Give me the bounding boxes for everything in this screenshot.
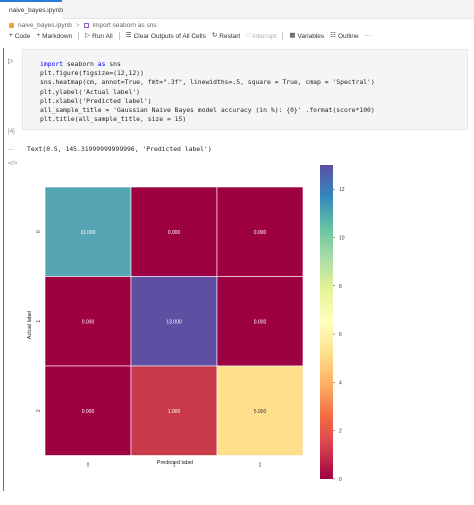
- colorbar-tick-label: 10: [339, 235, 345, 241]
- x-tick-label: 1: [173, 463, 176, 469]
- heatmap-cell: [130, 186, 218, 277]
- toolbar-divider: [282, 32, 284, 40]
- outline-label: Outline: [338, 32, 359, 40]
- heatmap-cell: [216, 186, 304, 277]
- code-line: plt.xlabel('Predicted label'): [40, 96, 152, 105]
- y-tick-label: 2: [36, 409, 42, 412]
- add-markdown-label: Markdown: [42, 32, 73, 40]
- heatmap-cell: [44, 276, 132, 367]
- tab-label: naive_bayes.ipynb: [9, 7, 63, 14]
- variables-button[interactable]: ▦ Variables: [289, 31, 325, 40]
- cell-value-label: 5.000: [254, 409, 267, 415]
- code-line: plt.figure(figsize=(12,12)): [40, 69, 144, 78]
- run-all-icon: ▷: [85, 31, 91, 39]
- toolbar-divider: [78, 32, 80, 40]
- cell-value-label: 0.000: [168, 230, 181, 236]
- restart-label: Restart: [219, 32, 241, 40]
- heatmap-cell: [44, 186, 132, 277]
- heatmap-cell: [216, 365, 304, 456]
- outline-button[interactable]: ☷ Outline: [330, 31, 359, 40]
- keyword: import: [40, 60, 64, 68]
- colorbar: [320, 165, 333, 479]
- y-tick-label: 1: [36, 320, 42, 323]
- clear-all-icon: ☰: [125, 31, 132, 39]
- code-line: sns.heatmap(cm, annot=True, fmt=".3f", l…: [40, 78, 375, 87]
- colorbar-tick-label: 12: [339, 187, 345, 193]
- x-tick-label: 0: [87, 463, 90, 469]
- cell-value-label: 0.000: [254, 319, 267, 325]
- x-tick-label: 2: [259, 463, 262, 469]
- outline-icon: ☷: [330, 31, 336, 39]
- code-line: all_sample_title = 'Gaussian Naive Bayes…: [40, 106, 375, 115]
- restart-button[interactable]: ↻ Restart: [211, 31, 241, 40]
- interrupt-label: Interrupt: [252, 32, 277, 40]
- cell-value-label: 11.000: [81, 230, 96, 236]
- tab-bar: naive_bayes.ipynb: [0, 0, 474, 19]
- add-markdown-button[interactable]: + Markdown: [36, 31, 73, 40]
- cell-value-label: 0.000: [82, 319, 95, 325]
- toolbar-divider: [118, 32, 120, 40]
- cell-value-label: 0.000: [82, 409, 95, 415]
- interrupt-button[interactable]: □ Interrupt: [246, 31, 277, 40]
- code-cell[interactable]: import seaborn as sns plt.figure(figsize=…: [22, 49, 468, 130]
- restart-icon: ↻: [211, 31, 218, 39]
- heatmap-ticks: 0 1 2 0 1 2: [36, 230, 262, 468]
- code-token: seaborn: [66, 60, 94, 68]
- cell-symbol-icon: [83, 22, 89, 28]
- y-tick-label: 0: [36, 230, 42, 233]
- breadcrumb-separator: >: [75, 21, 80, 29]
- heatmap-cell: [130, 365, 218, 456]
- notebook-toolbar: + Code + Markdown ▷ Run All ☰ Clear Outp…: [0, 30, 474, 42]
- tab-naive-bayes[interactable]: naive_bayes.ipynb: [0, 0, 63, 19]
- clear-outputs-button[interactable]: ☰ Clear Outputs of All Cells: [125, 31, 206, 40]
- run-all-button[interactable]: ▷ Run All: [85, 31, 113, 40]
- x-axis-label: Predicted label: [157, 460, 193, 466]
- add-code-label: Code: [14, 32, 31, 40]
- output-renderer-icon[interactable]: </>: [8, 160, 18, 167]
- more-actions-button[interactable]: ···: [364, 31, 372, 40]
- add-code-button[interactable]: + Code: [9, 31, 31, 40]
- breadcrumb: naive_bayes.ipynb > import seaborn as sn…: [9, 19, 157, 31]
- heatmap-cell: [130, 276, 218, 367]
- notebook-file-icon: [9, 22, 14, 28]
- code-line: plt.title(all_sample_title, size = 15): [40, 115, 187, 124]
- cell-focus-indicator: [3, 48, 4, 491]
- stop-icon: □: [246, 31, 251, 39]
- colorbar-ticks: 0 2 4 6 8 10 12: [333, 187, 345, 483]
- colorbar-tick-label: 4: [339, 380, 342, 386]
- cell-value-label: 13.000: [166, 319, 182, 325]
- code-token: sns: [109, 60, 121, 68]
- heatmap-cell: [216, 276, 304, 367]
- code-editor[interactable]: import seaborn as sns plt.figure(figsize=…: [40, 60, 375, 124]
- output-text: Text(0.5, 145.31999999999996, 'Predicted…: [27, 145, 212, 153]
- heatmap-cells: 11.000 0.000 0.000 0.000 13.000 0.000 0.000 1.0…: [44, 186, 304, 456]
- plus-icon: +: [36, 31, 41, 39]
- run-all-label: Run All: [92, 32, 113, 40]
- variables-icon: ▦: [289, 31, 296, 39]
- cell-value-label: 1.000: [168, 409, 181, 415]
- clear-outputs-label: Clear Outputs of All Cells: [133, 32, 206, 40]
- more-icon: ···: [364, 31, 372, 39]
- y-axis-label: Actual label: [27, 311, 33, 339]
- breadcrumb-file[interactable]: naive_bayes.ipynb: [18, 21, 72, 29]
- heatmap-cell: [44, 365, 132, 456]
- output-gutter-icon[interactable]: ...: [8, 145, 14, 152]
- colorbar-tick-label: 0: [339, 477, 342, 483]
- cell-value-label: 0.000: [254, 230, 267, 236]
- plus-icon: +: [9, 31, 13, 39]
- variables-label: Variables: [297, 32, 325, 40]
- code-line: plt.ylabel('Actual label'): [40, 87, 141, 96]
- code-line: import seaborn as sns: [40, 60, 375, 69]
- colorbar-tick-label: 8: [339, 284, 342, 290]
- run-cell-icon[interactable]: ▷: [8, 58, 14, 65]
- colorbar-tick-label: 2: [339, 429, 342, 435]
- breadcrumb-cell[interactable]: import seaborn as sns: [92, 21, 157, 29]
- colorbar-tick-label: 6: [339, 332, 342, 338]
- execution-count: [4]: [8, 129, 15, 135]
- keyword: as: [97, 60, 106, 68]
